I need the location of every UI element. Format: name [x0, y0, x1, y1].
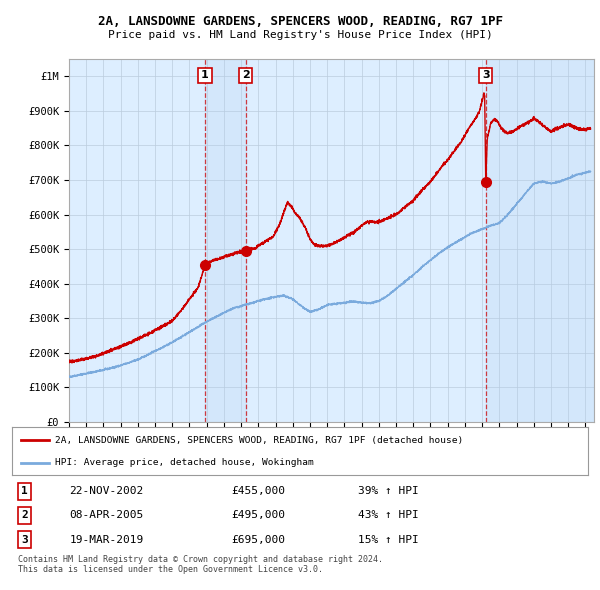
Bar — [205, 59, 246, 422]
Text: £495,000: £495,000 — [231, 510, 285, 520]
Text: 15% ↑ HPI: 15% ↑ HPI — [358, 535, 418, 545]
Text: Price paid vs. HM Land Registry's House Price Index (HPI): Price paid vs. HM Land Registry's House … — [107, 30, 493, 40]
Text: 19-MAR-2019: 19-MAR-2019 — [70, 535, 144, 545]
Text: 1: 1 — [201, 70, 209, 80]
Text: 2A, LANSDOWNE GARDENS, SPENCERS WOOD, READING, RG7 1PF: 2A, LANSDOWNE GARDENS, SPENCERS WOOD, RE… — [97, 15, 503, 28]
Text: 2: 2 — [242, 70, 250, 80]
Text: 2A, LANSDOWNE GARDENS, SPENCERS WOOD, READING, RG7 1PF (detached house): 2A, LANSDOWNE GARDENS, SPENCERS WOOD, RE… — [55, 435, 463, 445]
Text: HPI: Average price, detached house, Wokingham: HPI: Average price, detached house, Woki… — [55, 458, 314, 467]
Text: 22-NOV-2002: 22-NOV-2002 — [70, 486, 144, 496]
Text: Contains HM Land Registry data © Crown copyright and database right 2024.
This d: Contains HM Land Registry data © Crown c… — [18, 555, 383, 574]
Text: 2: 2 — [21, 510, 28, 520]
Text: £695,000: £695,000 — [231, 535, 285, 545]
Text: 43% ↑ HPI: 43% ↑ HPI — [358, 510, 418, 520]
Bar — [486, 59, 594, 422]
Text: 1: 1 — [21, 486, 28, 496]
Text: 3: 3 — [482, 70, 490, 80]
Text: 08-APR-2005: 08-APR-2005 — [70, 510, 144, 520]
Text: 3: 3 — [21, 535, 28, 545]
Text: 39% ↑ HPI: 39% ↑ HPI — [358, 486, 418, 496]
Text: £455,000: £455,000 — [231, 486, 285, 496]
